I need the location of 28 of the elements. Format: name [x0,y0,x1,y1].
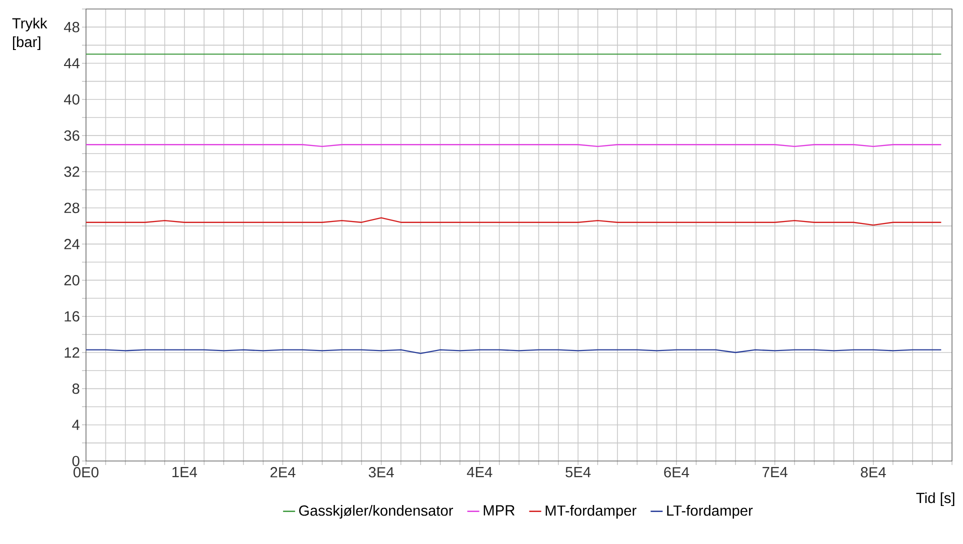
x-tick-label: 8E4 [860,467,886,478]
y-tick-label: 0 [72,456,80,466]
x-tick-label: 0E0 [74,467,98,478]
x-tick-label: 4E4 [466,467,492,478]
legend-label: Gasskjøler/kondensator [299,505,454,519]
x-tick-label: 1E4 [172,467,198,478]
x-tick-label: 5E4 [566,467,591,478]
x-tick-label: 7E4 [762,467,788,478]
y-tick-label: 20 [64,275,80,286]
y-tick-label: 28 [64,202,80,214]
y-tick-label: 32 [64,166,80,177]
y-tick-label: 12 [64,347,80,358]
y-tick-label: 44 [64,58,80,68]
x-tick-label: 3E4 [368,467,394,478]
y-axis-title: Trykk [bar] [12,18,48,50]
y-tick-label: 48 [64,22,80,32]
legend-label: LT-fordamper [667,505,753,519]
y-tick-label: 8 [72,384,80,394]
y-tick-label: 16 [64,311,80,322]
y-tick-label: 36 [64,130,80,141]
legend-label: MT-fordamper [546,505,636,519]
x-tick-label: 2E4 [270,467,296,478]
x-axis-title: Tid [s] [916,492,954,506]
legend-label: MPR [484,505,515,516]
y-tick-label: 40 [64,94,80,105]
x-tick-label: 6E4 [664,467,690,478]
y-tick-label: 24 [64,238,80,250]
y-tick-label: 4 [72,420,80,430]
